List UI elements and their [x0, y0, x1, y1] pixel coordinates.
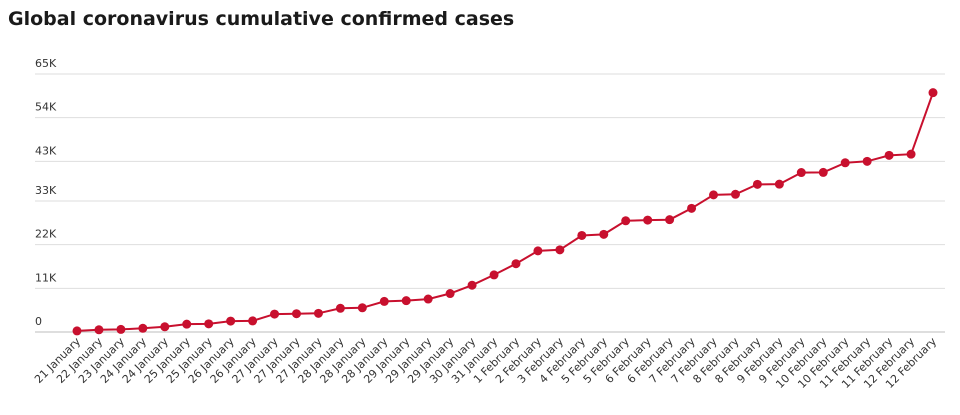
data-point	[160, 322, 170, 332]
data-point	[291, 309, 301, 319]
series-line-path	[76, 92, 934, 332]
data-point	[730, 189, 740, 199]
data-point	[379, 296, 389, 306]
data-point	[204, 319, 214, 329]
data-point	[796, 168, 806, 178]
y-tick-label: 54K	[35, 101, 57, 114]
data-point	[423, 294, 433, 304]
gridlines	[35, 73, 945, 333]
data-point	[182, 319, 192, 329]
data-points	[72, 88, 938, 336]
y-tick-label: 22K	[35, 228, 57, 241]
series-line	[76, 92, 934, 332]
data-point	[335, 303, 345, 313]
data-point	[511, 259, 521, 269]
data-point	[906, 149, 916, 159]
data-point	[138, 323, 148, 333]
data-point	[862, 156, 872, 166]
data-point	[665, 215, 675, 225]
data-point	[884, 150, 894, 160]
data-point	[248, 316, 258, 326]
y-axis-tick-labels: 0 11K 22K 33K 43K 54K 65K	[35, 57, 57, 328]
chart-title: Global coronavirus cumulative confirmed …	[8, 8, 515, 30]
y-tick-label: 11K	[35, 271, 57, 284]
data-point	[840, 158, 850, 168]
y-tick-label: 43K	[35, 144, 57, 157]
data-point	[94, 325, 104, 335]
data-point	[116, 324, 126, 334]
data-point	[72, 326, 82, 336]
data-point	[467, 280, 477, 290]
data-point	[533, 246, 543, 256]
data-point	[445, 289, 455, 299]
data-point	[489, 270, 499, 280]
y-tick-label: 0	[35, 315, 42, 328]
data-point	[226, 316, 236, 326]
data-point	[774, 179, 784, 189]
data-point	[555, 245, 565, 255]
data-point	[401, 296, 411, 306]
data-point	[818, 167, 828, 177]
data-point	[752, 179, 762, 189]
data-point	[621, 216, 631, 226]
data-point	[270, 309, 280, 319]
data-point	[709, 190, 719, 200]
data-point	[599, 229, 609, 239]
y-tick-label: 65K	[35, 57, 57, 70]
data-point	[687, 203, 697, 213]
y-tick-label: 33K	[35, 184, 57, 197]
data-point	[357, 303, 367, 313]
data-point	[313, 308, 323, 318]
data-point	[928, 88, 938, 98]
data-point	[577, 230, 587, 240]
data-point	[643, 215, 653, 225]
